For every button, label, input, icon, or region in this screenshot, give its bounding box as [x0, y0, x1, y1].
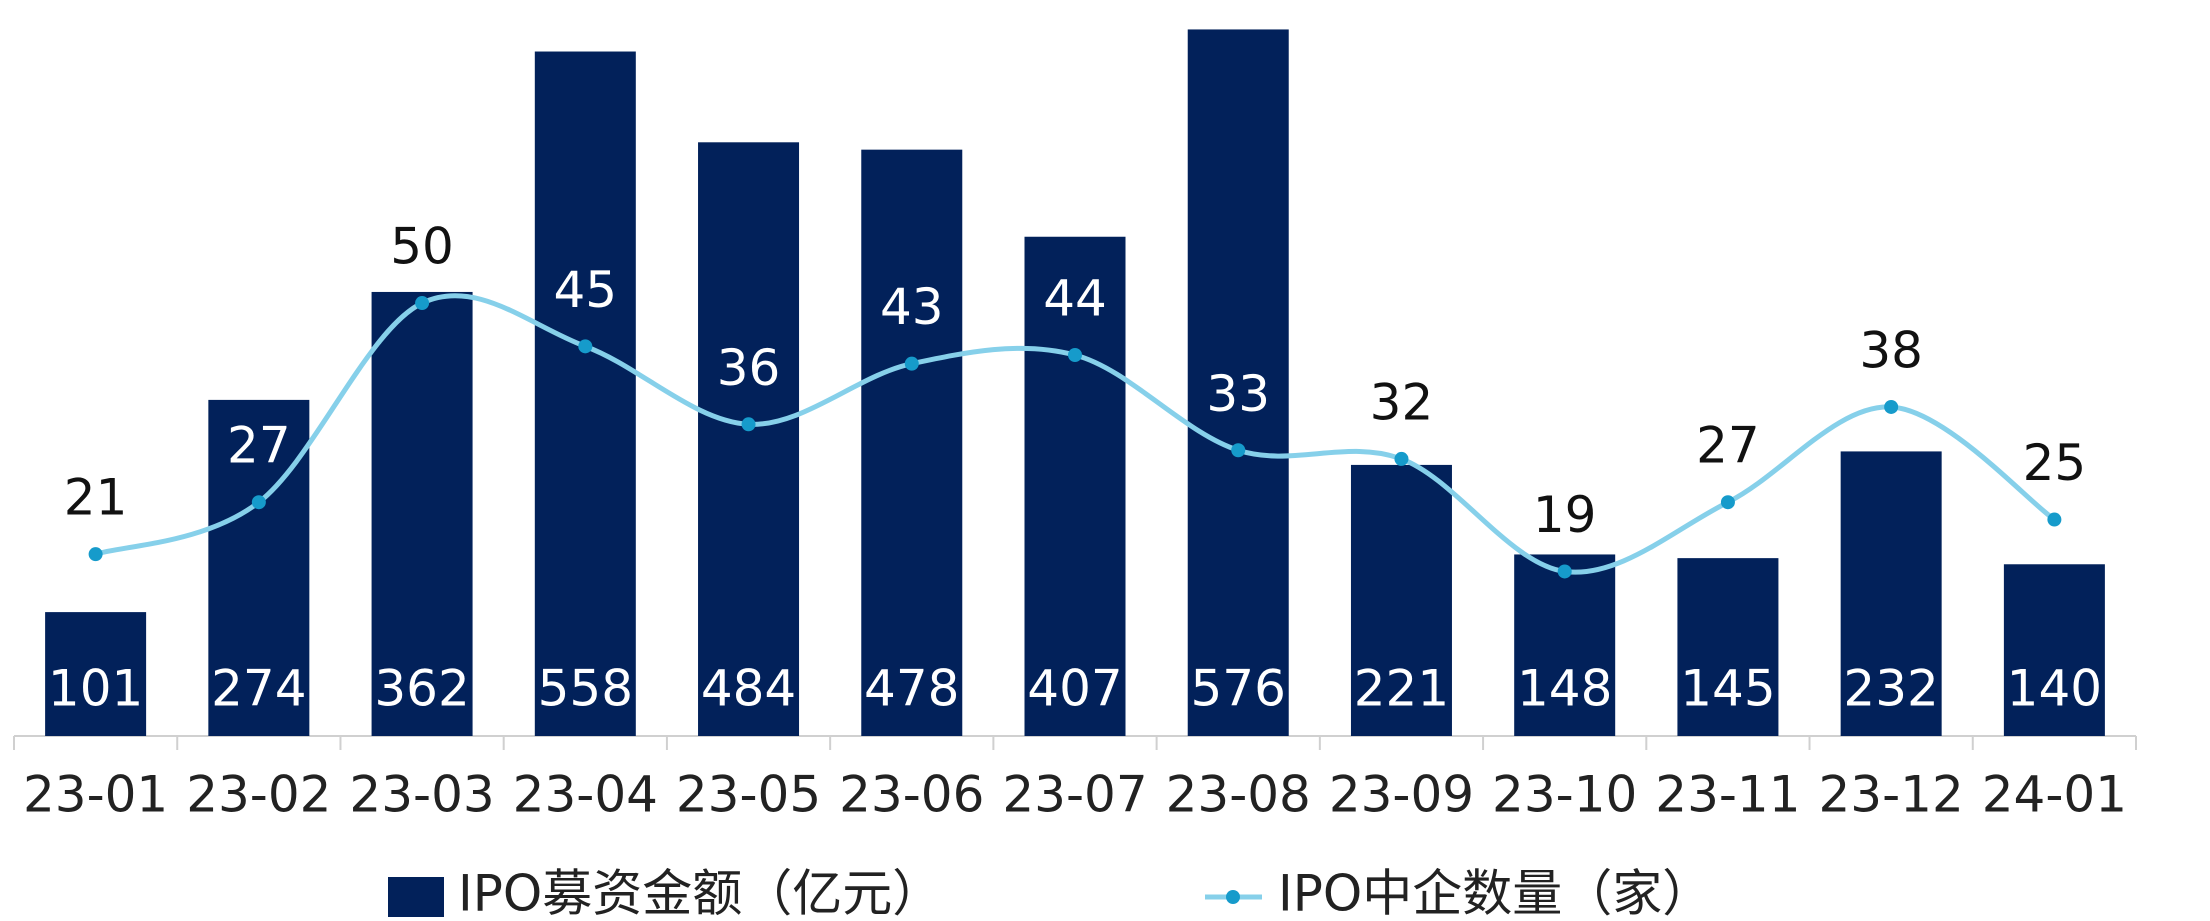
legend-label: IPO中企数量（家） — [1278, 865, 1712, 918]
bar-value-label: 274 — [211, 660, 306, 718]
bar — [371, 291, 473, 736]
bar — [2003, 564, 2105, 736]
line-value-label: 25 — [2023, 434, 2087, 492]
bar-value-label: 145 — [1680, 660, 1775, 718]
line-value-label: 27 — [227, 417, 291, 475]
bar — [534, 51, 636, 736]
bar — [1840, 451, 1942, 736]
line-value-label: 27 — [1696, 417, 1760, 475]
bar-value-label: 140 — [2007, 660, 2102, 718]
x-tick-label: 23-01 — [23, 766, 168, 824]
bar-value-label: 407 — [1027, 660, 1122, 718]
bar — [1677, 558, 1779, 736]
bar-value-label: 101 — [48, 660, 143, 718]
line-value-label: 36 — [717, 339, 781, 397]
x-tick-label: 23-11 — [1655, 766, 1800, 824]
bar-value-label: 362 — [374, 660, 469, 718]
x-tick-label: 23-03 — [349, 766, 494, 824]
bar — [208, 399, 310, 736]
bar-value-label: 232 — [1843, 660, 1938, 718]
x-tick-label: 23-02 — [186, 766, 331, 824]
x-tick-label: 23-05 — [676, 766, 821, 824]
line-marker — [1557, 564, 1572, 579]
bar-value-label: 558 — [538, 660, 633, 718]
x-tick-label: 23-08 — [1166, 766, 1311, 824]
bar — [1187, 29, 1289, 736]
line-marker — [251, 495, 266, 510]
bar — [1024, 236, 1126, 736]
line-value-label: 21 — [64, 469, 128, 527]
bar — [45, 612, 147, 736]
x-tick-label: 23-06 — [839, 766, 984, 824]
x-tick-label: 23-09 — [1329, 766, 1474, 824]
line-marker — [904, 356, 919, 371]
line-marker — [2047, 512, 2062, 527]
line-marker — [1068, 348, 1082, 363]
legend-swatch — [388, 877, 444, 917]
line-marker — [415, 296, 430, 311]
line-value-label: 19 — [1533, 486, 1597, 544]
bar — [861, 149, 963, 737]
line-value-label: 43 — [880, 278, 944, 336]
bar-value-label: 576 — [1191, 660, 1286, 718]
bar — [698, 142, 800, 736]
line-marker — [578, 339, 593, 354]
line-marker — [1394, 451, 1409, 466]
line-value-label: 33 — [1206, 365, 1270, 423]
bar-value-label: 478 — [864, 660, 959, 718]
x-tick-label: 23-12 — [1819, 766, 1964, 824]
bar-value-label: 148 — [1517, 660, 1612, 718]
line-value-label: 45 — [553, 261, 617, 319]
x-tick-label: 23-04 — [513, 766, 658, 824]
line-value-label: 50 — [390, 218, 454, 276]
x-tick-label: 24-01 — [1982, 766, 2127, 824]
line-marker — [741, 417, 756, 432]
x-tick-label: 23-10 — [1492, 766, 1637, 824]
line-value-label: 44 — [1043, 270, 1107, 328]
line-marker — [1884, 399, 1899, 414]
x-tick-label: 23-07 — [1002, 766, 1147, 824]
line-marker — [1231, 443, 1246, 458]
bar — [1514, 554, 1616, 736]
line-value-label: 32 — [1370, 373, 1434, 431]
legend-label: IPO募资金额（亿元） — [458, 865, 942, 918]
bar-value-label: 221 — [1354, 660, 1449, 718]
legend-marker — [1226, 890, 1240, 904]
bar-value-label: 484 — [701, 660, 796, 718]
line-value-label: 38 — [1859, 321, 1923, 379]
bar — [1350, 464, 1452, 736]
line-marker — [1720, 495, 1735, 510]
line-marker — [88, 547, 103, 562]
